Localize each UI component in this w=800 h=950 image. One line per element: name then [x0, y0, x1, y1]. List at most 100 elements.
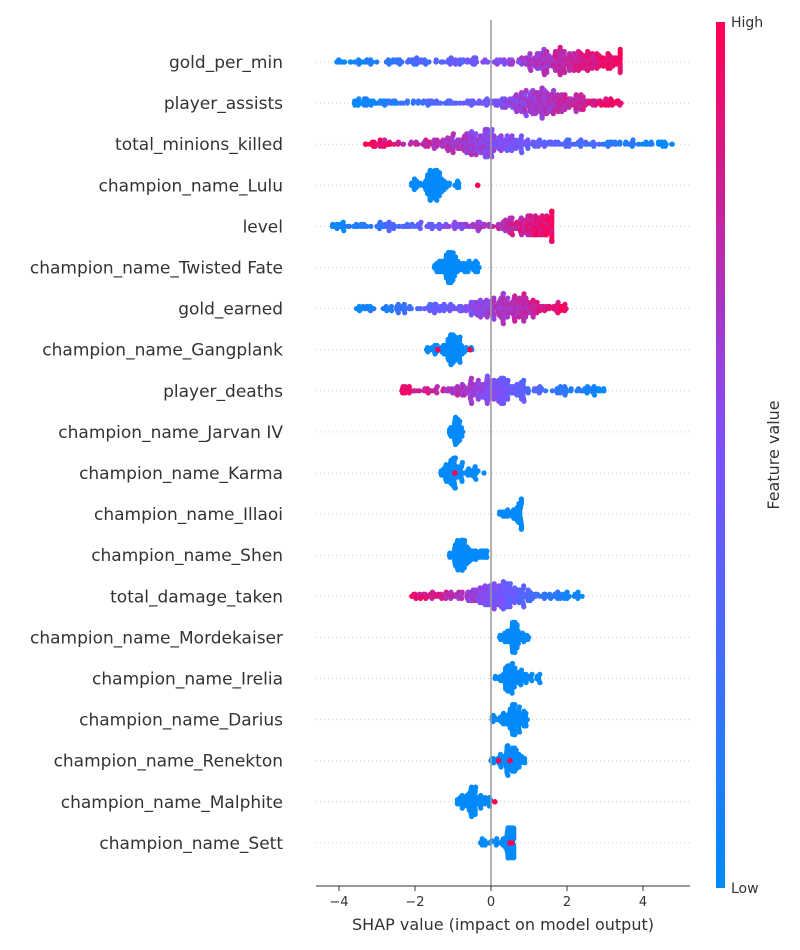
shap-point — [566, 51, 573, 57]
shap-point — [453, 254, 459, 260]
shap-point — [491, 377, 497, 383]
feature-row: player_assists — [164, 85, 690, 121]
feature-label: champion_name_Gangplank — [42, 341, 283, 361]
shap-point — [534, 299, 540, 305]
shap-point — [460, 429, 466, 435]
shap-point — [459, 478, 465, 484]
feature-row: gold_per_min — [169, 44, 690, 78]
feature-points — [399, 373, 607, 406]
shap-point — [456, 184, 462, 190]
colorbar-title: Feature value — [764, 400, 783, 509]
shap-point — [472, 811, 478, 818]
shap-point — [478, 314, 484, 320]
shap-point — [505, 377, 511, 383]
shap-point — [450, 277, 456, 283]
shap-point — [386, 228, 392, 234]
shap-point — [446, 223, 452, 229]
shap-point — [537, 137, 543, 143]
shap-point — [426, 59, 432, 65]
shap-point — [526, 388, 532, 394]
shap-point — [518, 667, 525, 673]
shap-point — [434, 384, 440, 390]
shap-point — [402, 310, 408, 316]
feature-row: player_deaths — [163, 373, 690, 406]
shap-point — [471, 381, 477, 388]
shap-point — [461, 565, 467, 571]
shap-point — [578, 137, 584, 143]
shap-point — [368, 223, 374, 229]
shap-point — [342, 59, 348, 65]
shap-point — [473, 131, 479, 137]
feature-label: champion_name_Illaoi — [94, 505, 283, 525]
shap-point — [555, 299, 561, 305]
shap-point — [484, 96, 490, 102]
shap-point — [484, 373, 490, 379]
shap-point — [575, 589, 581, 595]
shap-point — [511, 825, 517, 831]
shap-point — [591, 392, 598, 398]
feature-row: champion_name_Renekton — [54, 743, 690, 779]
x-tick-label: 4 — [639, 895, 647, 910]
shap-point — [478, 805, 484, 811]
shap-point — [403, 306, 409, 312]
shap-point — [457, 359, 463, 365]
shap-point — [459, 433, 465, 439]
feature-label: champion_name_Shen — [91, 546, 283, 566]
feature-points — [334, 44, 623, 78]
shap-point — [515, 641, 521, 647]
shap-point — [617, 69, 623, 76]
shap-point — [546, 303, 553, 310]
shap-point — [436, 193, 442, 199]
shap-point — [491, 581, 497, 587]
colorbar: High Low Feature value — [716, 15, 783, 897]
shap-point — [369, 59, 375, 65]
shap-point — [509, 215, 515, 221]
x-tick-label: 0 — [487, 895, 495, 910]
feature-label: player_assists — [164, 94, 283, 114]
shap-point — [523, 723, 529, 729]
shap-point — [481, 470, 487, 476]
feature-row: total_damage_taken — [110, 579, 690, 612]
shap-point — [495, 757, 502, 764]
shap-point — [544, 48, 550, 55]
shap-point — [452, 219, 458, 225]
feature-points — [431, 249, 482, 286]
shap-point — [435, 346, 441, 353]
shap-point — [552, 48, 559, 55]
feature-points — [438, 455, 487, 491]
shap-point — [473, 476, 479, 482]
shap-point — [573, 108, 579, 115]
feature-points — [408, 167, 481, 203]
shap-point — [566, 593, 572, 599]
shap-point — [518, 682, 524, 688]
shap-point — [453, 100, 459, 106]
shap-point — [511, 684, 517, 690]
shap-point — [346, 223, 352, 229]
feature-row: champion_name_Twisted Fate — [30, 249, 690, 286]
feature-points — [353, 291, 569, 327]
shap-point — [562, 301, 568, 307]
shap-point — [509, 660, 516, 667]
shap-point — [564, 589, 570, 595]
shap-point — [516, 704, 523, 710]
shap-point — [452, 273, 458, 279]
shap-point — [386, 219, 392, 225]
shap-point — [482, 840, 488, 846]
shap-point — [516, 295, 523, 301]
shap-point — [513, 747, 519, 753]
shap-point — [491, 606, 497, 612]
shap-point — [401, 141, 407, 147]
shap-point — [417, 225, 423, 232]
shap-point — [494, 836, 500, 842]
shap-point — [522, 760, 528, 766]
shap-point — [562, 92, 568, 98]
shap-point — [539, 386, 545, 392]
shap-point — [414, 178, 420, 184]
shap-point — [509, 840, 515, 846]
shap-point — [663, 141, 669, 147]
feature-label: total_damage_taken — [110, 587, 283, 607]
shap-point — [505, 663, 511, 669]
feature-points — [454, 784, 498, 820]
shap-point — [476, 264, 482, 271]
